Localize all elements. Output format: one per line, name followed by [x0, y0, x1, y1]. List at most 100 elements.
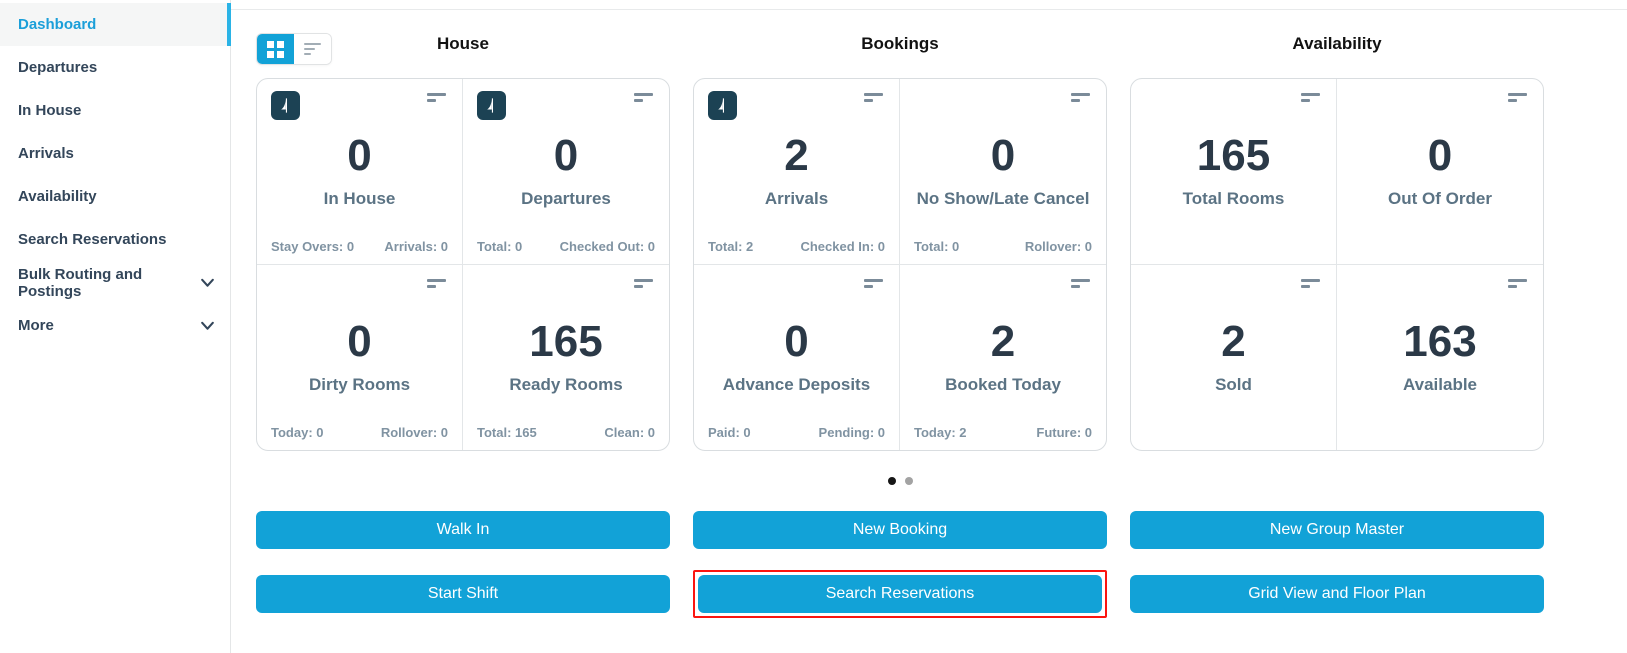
tile-label: Available: [1402, 374, 1478, 394]
sidebar-item-label: More: [18, 317, 54, 334]
brand-logo-icon: [271, 91, 300, 120]
tile-ready-rooms[interactable]: 165 Ready Rooms Total: 165 Clean: 0: [463, 265, 669, 451]
tile-no-show-late-cancel[interactable]: 0 No Show/Late Cancel Total: 0 Rollover:…: [900, 79, 1106, 265]
chevron-down-icon: [201, 278, 214, 287]
tile-footer-left: Today: 0: [271, 425, 324, 440]
dashboard-main: House Bookings Availability 0 In House S…: [231, 9, 1627, 653]
section-title-availability: Availability: [1292, 34, 1382, 53]
pagination-dot-2[interactable]: [904, 477, 913, 485]
tile-footer-right: Arrivals: 0: [384, 238, 448, 254]
tile-in-house[interactable]: 0 In House Stay Overs: 0 Arrivals: 0: [257, 79, 463, 265]
tile-value: 0: [784, 316, 809, 366]
tile-value: 2: [1221, 316, 1246, 366]
tile-footer-left: Total: 0: [914, 238, 960, 254]
tile-total-rooms[interactable]: 165 Total Rooms: [1131, 79, 1337, 265]
action-buttons-row-2: Start Shift Search Reservations Grid Vie…: [256, 570, 1627, 618]
new-group-master-button[interactable]: New Group Master: [1130, 511, 1544, 549]
sidebar-item-label: Arrivals: [18, 145, 74, 162]
tile-menu-icon[interactable]: [1071, 93, 1090, 102]
pagination-row: [256, 451, 1627, 511]
grid-view-toggle-button[interactable]: [257, 34, 294, 64]
sidebar-item-label: Bulk Routing and Postings: [18, 265, 143, 300]
brand-logo-icon: [477, 91, 506, 120]
tile-menu-icon[interactable]: [427, 93, 446, 102]
tile-value: 165: [529, 316, 603, 366]
tile-menu-icon[interactable]: [634, 278, 653, 288]
sidebar-item-label: In House: [18, 102, 82, 119]
sidebar-item-in-house[interactable]: In House: [0, 89, 230, 132]
sidebar-item-departures[interactable]: Departures: [0, 46, 230, 89]
tile-label: Departures: [521, 188, 611, 208]
tile-menu-icon[interactable]: [634, 93, 653, 102]
tile-available[interactable]: 163 Available: [1337, 265, 1543, 451]
tile-label: Booked Today: [945, 374, 1061, 394]
tile-label: In House: [323, 188, 396, 208]
sidebar-item-availability[interactable]: Availability: [0, 175, 230, 218]
carousel-pagination: [693, 451, 1107, 511]
new-booking-button[interactable]: New Booking: [693, 511, 1107, 549]
tile-footer-left: Total: 2: [708, 238, 754, 254]
tile-footer-left: Total: 165: [477, 425, 537, 440]
tile-arrivals[interactable]: 2 Arrivals Total: 2 Checked In: 0: [694, 79, 900, 265]
tile-footer-left: Stay Overs: 0: [271, 238, 355, 254]
tile-dirty-rooms[interactable]: 0 Dirty Rooms Today: 0 Rollover: 0: [257, 264, 463, 450]
tile-menu-icon[interactable]: [864, 278, 883, 288]
tile-menu-icon[interactable]: [427, 278, 446, 288]
search-reservations-button[interactable]: Search Reservations: [698, 575, 1102, 613]
tile-sold[interactable]: 2 Sold: [1131, 264, 1337, 450]
tile-label: Sold: [1215, 374, 1252, 394]
bookings-card-group: 2 Arrivals Total: 2 Checked In: 0 0 No S…: [693, 78, 1107, 451]
sidebar-item-bulk-routing-and-postings[interactable]: Bulk Routing and Postings: [0, 261, 230, 304]
tile-value: 2: [784, 130, 809, 180]
list-view-toggle-button[interactable]: [294, 34, 331, 64]
pagination-dot-1[interactable]: [887, 477, 896, 485]
sidebar-item-dashboard[interactable]: Dashboard: [0, 3, 231, 46]
tile-out-of-order[interactable]: 0 Out Of Order: [1337, 79, 1543, 265]
tile-footer-right: Rollover: 0: [1024, 238, 1092, 254]
grid-view-and-floor-plan-button[interactable]: Grid View and Floor Plan: [1130, 575, 1544, 613]
view-toggle: [256, 33, 332, 65]
tile-menu-icon[interactable]: [1071, 278, 1090, 288]
sidebar-item-search-reservations[interactable]: Search Reservations: [0, 218, 230, 261]
sidebar-item-label: Dashboard: [18, 16, 97, 33]
tile-value: 0: [553, 130, 579, 180]
start-shift-button[interactable]: Start Shift: [256, 575, 670, 613]
search-reservations-highlight-box: Search Reservations: [693, 570, 1107, 618]
tile-footer-right: Checked Out: 0: [559, 238, 655, 254]
tile-menu-icon[interactable]: [1508, 93, 1527, 102]
tile-label: Dirty Rooms: [308, 374, 411, 394]
action-buttons-row-1: Walk In New Booking New Group Master: [256, 511, 1627, 549]
tile-menu-icon[interactable]: [1508, 278, 1527, 288]
sidebar: Dashboard Departures In House Arrivals A…: [0, 0, 231, 653]
house-card-group: 0 In House Stay Overs: 0 Arrivals: 0 0 D…: [256, 78, 670, 451]
tile-label: No Show/Late Cancel: [916, 188, 1090, 208]
tile-menu-icon[interactable]: [1301, 93, 1320, 102]
list-view-icon: [304, 42, 321, 56]
tile-menu-icon[interactable]: [1301, 278, 1320, 288]
sidebar-item-label: Availability: [18, 188, 97, 205]
availability-card-group: 165 Total Rooms 0 Out Of Order 2 Sold 16…: [1130, 78, 1544, 451]
tile-label: Ready Rooms: [509, 374, 623, 394]
tile-value: 165: [1196, 130, 1271, 180]
tile-advance-deposits[interactable]: 0 Advance Deposits Paid: 0 Pending: 0: [694, 264, 900, 450]
walk-in-button[interactable]: Walk In: [256, 511, 670, 549]
tile-footer-left: Today: 2: [914, 425, 967, 440]
tile-departures[interactable]: 0 Departures Total: 0 Checked Out: 0: [463, 79, 669, 265]
tile-footer-right: Future: 0: [1036, 425, 1092, 440]
tile-value: 2: [990, 316, 1016, 366]
tile-value: 0: [1427, 130, 1453, 180]
tile-value: 0: [347, 130, 372, 180]
tile-booked-today[interactable]: 2 Booked Today Today: 2 Future: 0: [900, 265, 1106, 451]
sidebar-item-arrivals[interactable]: Arrivals: [0, 132, 230, 175]
grid-view-icon: [267, 40, 284, 58]
chevron-down-icon: [201, 321, 214, 330]
tile-footer-left: Paid: 0: [708, 425, 751, 440]
tile-menu-icon[interactable]: [864, 93, 883, 102]
tile-footer-right: Checked In: 0: [800, 238, 885, 254]
tile-footer-right: Pending: 0: [818, 425, 885, 440]
sidebar-item-more[interactable]: More: [0, 304, 230, 347]
tile-value: 163: [1403, 316, 1477, 366]
tile-footer-right: Rollover: 0: [380, 425, 448, 440]
sidebar-item-label: Departures: [18, 59, 98, 76]
section-header-row: House Bookings Availability: [256, 10, 1627, 78]
